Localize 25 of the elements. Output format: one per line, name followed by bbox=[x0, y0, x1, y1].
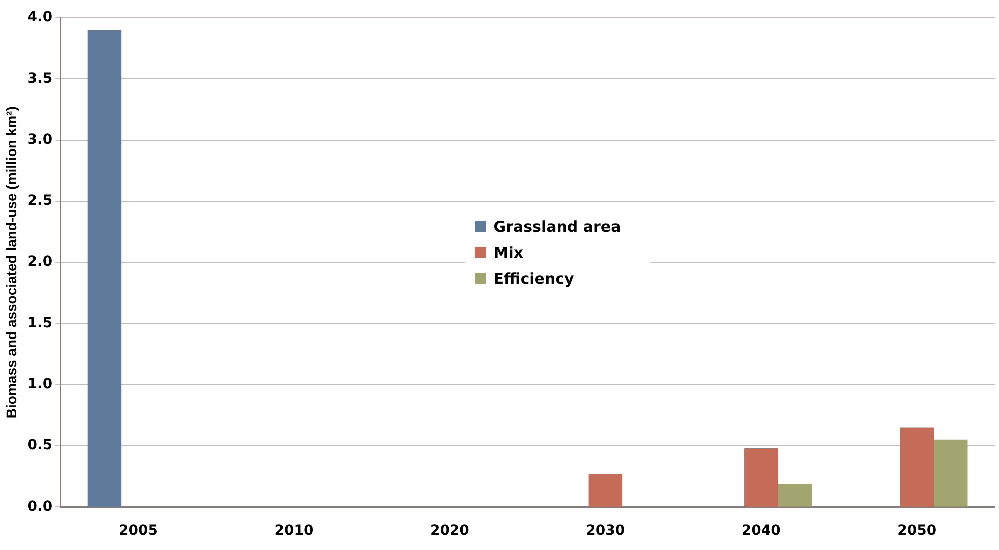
bar bbox=[588, 474, 623, 507]
y-tick-label: 3.5 bbox=[28, 70, 53, 87]
x-tick-label: 2030 bbox=[586, 523, 626, 540]
legend-label: Efficiency bbox=[494, 270, 574, 288]
y-tick-label: 1.0 bbox=[28, 376, 53, 393]
bar bbox=[934, 440, 968, 507]
x-tick-label: 2020 bbox=[430, 523, 470, 540]
y-tick-label: 4.0 bbox=[28, 10, 53, 26]
legend-label: Grassland area bbox=[494, 218, 622, 236]
y-tick-label: 2.0 bbox=[28, 254, 53, 270]
x-tick-label: 2040 bbox=[742, 523, 782, 540]
y-tick-label: 1.5 bbox=[28, 315, 53, 332]
bar bbox=[778, 484, 812, 507]
legend-label: Mix bbox=[494, 244, 524, 262]
bar bbox=[744, 448, 778, 507]
y-tick-label: 0.5 bbox=[28, 438, 53, 454]
bar bbox=[900, 428, 934, 507]
x-tick-label: 2050 bbox=[898, 523, 937, 540]
y-tick-label: 0.0 bbox=[28, 498, 53, 515]
y-tick-label: 3.0 bbox=[28, 132, 53, 148]
y-tick-label: 2.5 bbox=[28, 193, 53, 210]
x-tick-label: 2005 bbox=[118, 523, 158, 540]
y-axis-title: Biomass and associated land-use (million km²) bbox=[3, 106, 20, 419]
bar bbox=[88, 30, 122, 507]
x-tick-label: 2010 bbox=[274, 523, 314, 540]
